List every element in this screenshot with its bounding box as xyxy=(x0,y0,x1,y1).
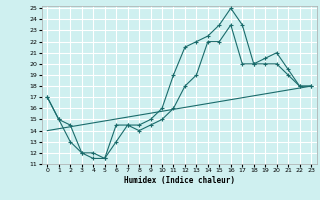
X-axis label: Humidex (Indice chaleur): Humidex (Indice chaleur) xyxy=(124,176,235,185)
